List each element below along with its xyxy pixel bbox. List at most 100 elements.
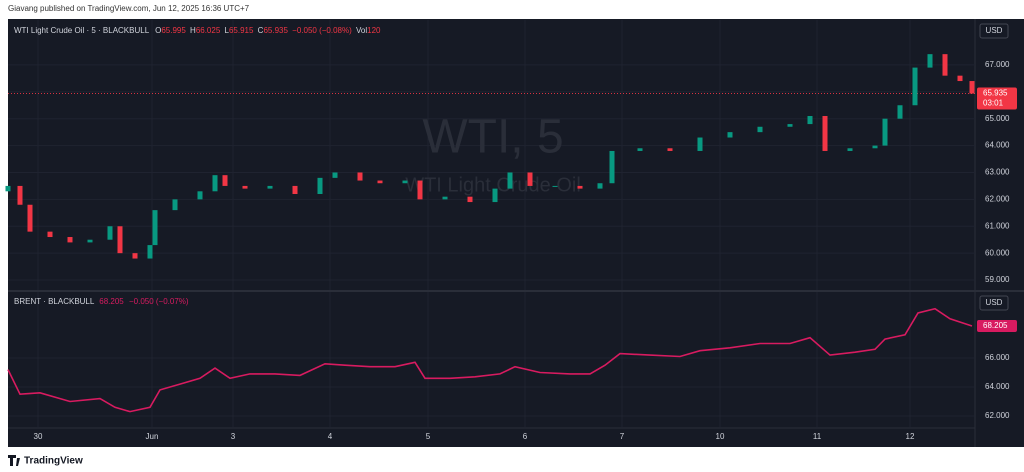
currency[interactable]: USD [986,298,1003,307]
y-tick-label: 61.000 [985,221,1010,230]
candle-body [942,54,948,76]
legend-l-label: L [225,26,230,35]
candle-body [212,175,218,192]
x-tick-label: 5 [426,432,431,441]
footer-brand: TradingView [24,456,83,467]
legend-bottom: BRENT · BLACKBULL 68.205 −0.050 (−0.07%) [14,297,189,306]
candle-body [577,185,583,189]
grid [8,20,975,428]
legend-symbol: BRENT · BLACKBULL [14,297,95,306]
candle-body [47,231,53,238]
candle-body [5,185,11,192]
candle-body [17,185,23,205]
y-tick-label: 66.000 [985,353,1010,362]
candle-body [807,116,813,125]
candle-body [957,75,963,82]
y-tick-label: 59.000 [985,275,1010,284]
candle-body [727,132,733,138]
legend-l: 65.915 [229,26,254,35]
x-tick-label: 30 [34,432,43,441]
last-price-badge [977,87,1017,110]
price-line [7,307,973,413]
x-tick-label: 11 [813,432,822,441]
legend-h-label: H [190,26,196,35]
legend-h: 66.025 [196,26,221,35]
countdown: 03:01 [983,99,1004,108]
legend-vol-label: Vol [356,26,367,35]
legend-change: −0.050 (−0.08%) [292,26,352,35]
candle-body [87,239,93,243]
watermark-sub: WTI Light Crude Oil [405,174,581,196]
candle-body [402,180,408,184]
legend-price: 68.205 [99,297,124,306]
last-price-label: 68.205 [983,321,1008,330]
candle-body [197,191,203,200]
candle-body [822,116,828,151]
x-tick-label: 12 [906,432,915,441]
candle-body [969,81,975,94]
candle-body [697,137,703,151]
logo-icon [8,455,20,466]
candle-body [637,148,643,151]
candle-body [67,237,73,243]
legend-c-label: C [258,26,264,35]
legend-symbol: WTI Light Crude Oil · 5 · BLACKBULL [14,26,150,35]
candle-body [757,126,763,133]
x-tick-label: 4 [328,432,333,441]
candle-body [132,253,138,259]
candle-body [417,180,423,200]
y-tick-label: 65.000 [985,114,1010,123]
candle-body [527,172,533,186]
legend-vol: 120 [367,26,381,35]
candle-body [332,172,338,178]
x-tick-label: 6 [523,432,528,441]
candle-body [927,54,933,68]
plot: 59.000 60.000 61.000 62.000 63.000 64.000 65.0… [5,54,1017,441]
candle-body [597,183,603,189]
legend-o: 65.995 [161,26,186,35]
candle-body [492,188,498,203]
y-tick-label: 62.000 [985,194,1010,203]
last-price-label: 65.935 [983,89,1008,98]
y-tick-label: 64.000 [985,141,1010,150]
candle-body [117,226,123,254]
currency-button[interactable] [979,23,1009,39]
candle-body [107,226,113,240]
candle-body [317,177,323,194]
y-tick-label: 64.000 [985,382,1010,391]
y-tick-label: 62.000 [985,411,1010,420]
candle-body [292,185,298,194]
candle-body [507,172,513,189]
candle-body [897,105,903,119]
x-tick-label: 3 [231,432,236,441]
last-price-badge [977,320,1017,332]
candle-body [27,204,33,232]
candle-body [147,245,153,259]
y-tick-label: 67.000 [985,60,1010,69]
candle-body [357,172,363,181]
legend-top: WTI Light Crude Oil · 5 · BLACKBULL O65.… [14,26,381,35]
legend-o-label: O [155,26,161,35]
candle-body [609,150,615,184]
candle-body [912,67,918,106]
candle-body [872,145,878,149]
candle-body [552,185,558,187]
header: Giavang published on TradingView.com, Ju… [8,4,250,13]
currency[interactable]: USD [986,26,1003,35]
candle-body [267,185,273,189]
candle-body [787,124,793,127]
x-tick-label: Jun [146,432,159,441]
watermark: WTI, 5 [422,111,563,164]
x-tick-label: 10 [716,432,725,441]
footer-logo: TradingView [8,455,83,467]
x-tick-label: 7 [620,432,625,441]
candle-body [442,196,448,200]
legend-change: −0.050 (−0.07%) [129,297,189,306]
currency-button[interactable] [979,295,1009,311]
candle-body [847,148,853,151]
candle-body [882,118,888,146]
y-tick-label: 63.000 [985,168,1010,177]
chart-bg [8,19,1024,447]
candle-body [667,148,673,151]
